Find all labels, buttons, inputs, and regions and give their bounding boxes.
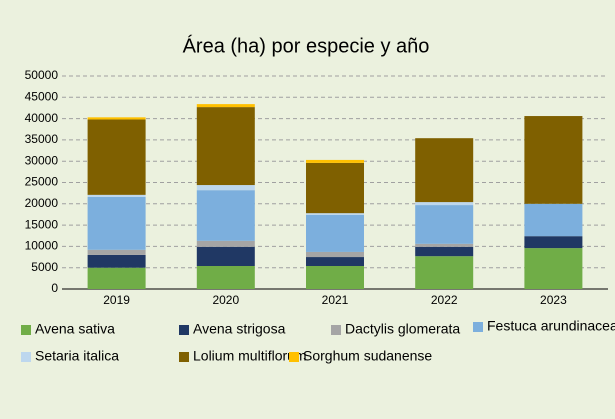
bar-segment [306, 159, 364, 163]
legend-swatch [179, 325, 189, 335]
chart-title: Área (ha) por especie y año [183, 34, 430, 57]
legend-swatch [331, 325, 341, 335]
y-tick-label: 45000 [25, 89, 59, 103]
legend-swatch [21, 352, 31, 362]
bar-segment [87, 254, 146, 268]
legend-swatch [179, 352, 189, 362]
y-tick-label: 50000 [25, 68, 59, 82]
bar-segment [524, 236, 583, 249]
bar-segment [196, 104, 255, 108]
bar-segment [306, 257, 364, 266]
bar-segment [306, 162, 364, 214]
bar-segment [196, 185, 255, 191]
bar-segment [87, 117, 146, 120]
x-tick-label: 2021 [322, 293, 349, 307]
bar-segment [415, 243, 474, 247]
y-tick-label: 0 [51, 281, 58, 295]
y-tick-label: 25000 [25, 175, 59, 189]
y-tick-label: 20000 [25, 196, 59, 210]
legend-label: Avena sativa [35, 321, 115, 337]
bar-segment [196, 107, 255, 186]
bar-segment [196, 265, 255, 289]
x-tick-label: 2022 [431, 293, 458, 307]
legend-swatch [289, 352, 299, 362]
legend-label: Setaria italica [35, 348, 119, 364]
bar-segment [306, 265, 364, 289]
bar-segment [415, 202, 474, 206]
bar-segment [306, 214, 364, 252]
bar-segment [524, 116, 583, 204]
bar-segment [87, 196, 146, 250]
bar-segment [196, 240, 255, 247]
legend-swatch [473, 322, 483, 332]
bar-segment [524, 248, 583, 289]
y-tick-label: 10000 [25, 239, 59, 253]
legend-label: Avena strigosa [193, 321, 286, 337]
bar-segment [87, 194, 146, 197]
bar-segment [524, 203, 583, 237]
y-tick-label: 30000 [25, 153, 59, 167]
legend-label: Lolium multiflorum [193, 348, 307, 364]
legend-label: Dactylis glomerata [345, 321, 460, 337]
x-tick-label: 2020 [212, 293, 239, 307]
x-tick-label: 2019 [103, 293, 130, 307]
legend-swatch [21, 325, 31, 335]
x-tick-label: 2023 [540, 293, 567, 307]
bar-segment [415, 256, 474, 289]
y-tick-label: 15000 [25, 217, 59, 231]
legend-label: Sorghum sudanense [303, 348, 432, 364]
bar-segment [415, 138, 474, 203]
y-tick-label: 40000 [25, 111, 59, 125]
y-tick-label: 5000 [31, 260, 58, 274]
y-tick-label: 35000 [25, 132, 59, 146]
legend-label: Festuca arundinacea [487, 318, 615, 334]
bar-segment [196, 190, 255, 241]
bar-segment [306, 213, 364, 215]
bar-segment [306, 251, 364, 258]
bar-segment [196, 246, 255, 266]
bar-segment [87, 249, 146, 255]
bar-segment [415, 246, 474, 257]
bar-segment [87, 119, 146, 195]
bar-segment [415, 205, 474, 244]
bar-segment [87, 267, 146, 289]
